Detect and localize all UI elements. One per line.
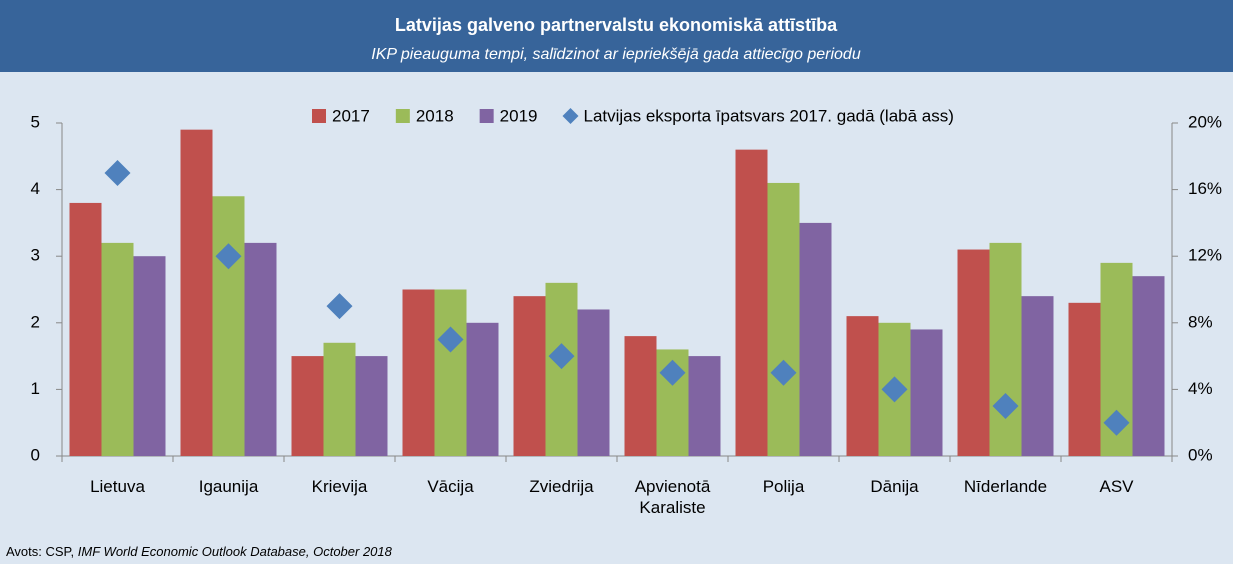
- bar: [402, 289, 435, 456]
- y-tick-label: 3: [31, 246, 40, 265]
- bar: [910, 329, 943, 456]
- bar: [133, 256, 166, 456]
- legend-swatch: [312, 109, 326, 123]
- bar: [323, 342, 356, 456]
- bar: [957, 249, 990, 456]
- bar: [291, 356, 324, 456]
- bar: [989, 242, 1022, 456]
- legend-swatch: [479, 109, 494, 123]
- x-tick-label: Apvienotā Karaliste: [634, 477, 711, 517]
- diamond-marker: [104, 159, 131, 186]
- bar: [101, 242, 134, 456]
- y2-tick-label: 0%: [1188, 445, 1213, 464]
- legend-label: Latvijas eksporta īpatsvars 2017. gadā (…: [583, 106, 953, 125]
- bar: [513, 296, 546, 456]
- bar: [244, 242, 277, 456]
- diamond-marker: [215, 243, 242, 270]
- bar: [180, 129, 213, 456]
- source: Avots: CSP, IMF World Economic Outlook D…: [6, 544, 392, 559]
- diamond-marker: [770, 359, 797, 386]
- source-text: Avots: CSP,: [6, 544, 75, 559]
- y2-tick-label: 8%: [1188, 312, 1213, 331]
- bar: [1068, 302, 1101, 456]
- y-tick-label: 1: [31, 379, 40, 398]
- diamond-marker: [548, 343, 575, 370]
- legend-label: 2017: [332, 106, 370, 125]
- y2-tick-label: 12%: [1188, 246, 1222, 265]
- bar: [688, 356, 721, 456]
- chart-title: Latvijas galveno partnervalstu ekonomisk…: [395, 15, 838, 35]
- x-tick-label: Dānija: [870, 477, 919, 496]
- bar: [212, 196, 245, 456]
- diamond-marker: [437, 326, 464, 353]
- x-tick-label: Nīderlande: [963, 477, 1048, 496]
- bar: [1021, 296, 1054, 456]
- legend-marker: [562, 108, 579, 124]
- x-tick-label: Igaunija: [198, 477, 259, 496]
- bar: [577, 309, 610, 456]
- bar: [735, 149, 768, 456]
- bar: [767, 182, 800, 456]
- bar: [434, 289, 467, 456]
- y2-tick-label: 16%: [1188, 179, 1222, 198]
- bar: [624, 336, 657, 456]
- diamond-marker: [992, 393, 1019, 420]
- bar: [846, 316, 879, 456]
- y2-tick-label: 20%: [1188, 112, 1222, 131]
- x-tick-label: Polija: [762, 477, 805, 496]
- bar: [545, 282, 578, 456]
- x-tick-label: ASV: [1099, 477, 1134, 496]
- y-tick-label: 4: [31, 179, 40, 198]
- header: [0, 0, 1233, 72]
- x-tick-label: Vācija: [427, 477, 474, 496]
- legend-label: 2018: [416, 106, 454, 125]
- source-italic: IMF World Economic Outlook Database, Oct…: [77, 544, 392, 559]
- y-tick-label: 2: [31, 312, 40, 331]
- diamond-marker: [326, 293, 353, 320]
- legend-label: 2019: [500, 106, 538, 125]
- diamond-marker: [881, 376, 908, 403]
- y-tick-label: 5: [31, 112, 40, 131]
- x-tick-label: Lietuva: [90, 477, 145, 496]
- bar: [1132, 276, 1165, 456]
- diamond-marker: [1103, 409, 1130, 436]
- x-tick-label: Krievija: [311, 477, 368, 496]
- chart-subtitle: IKP pieauguma tempi, salīdzinot ar iepri…: [371, 46, 861, 63]
- y2-tick-label: 4%: [1188, 379, 1213, 398]
- bar: [69, 202, 102, 456]
- bar: [799, 222, 832, 456]
- diamond-marker: [659, 359, 686, 386]
- bar: [355, 356, 388, 456]
- legend-swatch: [395, 109, 410, 123]
- y-tick-label: 0: [31, 445, 40, 464]
- bar: [466, 322, 499, 456]
- x-tick-label: Zviedrija: [529, 477, 594, 496]
